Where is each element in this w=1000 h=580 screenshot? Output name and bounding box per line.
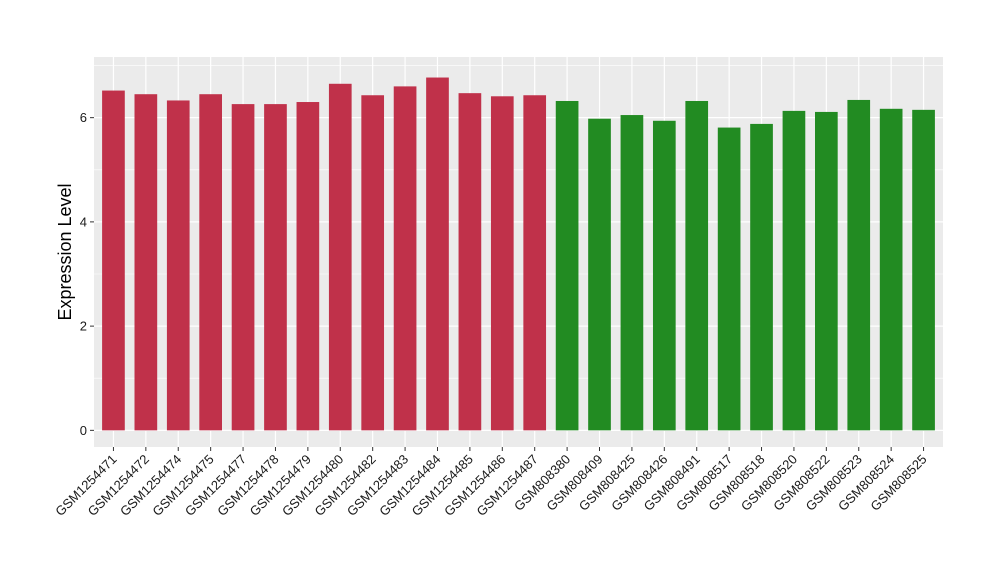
bar-GSM808518 <box>750 123 773 431</box>
bar-GSM808522 <box>815 111 838 431</box>
bar-GSM1254480 <box>328 83 352 431</box>
bar-GSM808425 <box>620 115 644 431</box>
y-axis-title: Expression Level <box>55 183 75 320</box>
bar-GSM1254485 <box>458 93 482 431</box>
y-tick-label: 0 <box>80 423 87 438</box>
bar-GSM1254484 <box>426 77 449 431</box>
bar-GSM808380 <box>555 100 579 431</box>
y-tick-label: 4 <box>80 214 87 229</box>
bar-GSM808517 <box>717 127 741 431</box>
bar-GSM808520 <box>782 110 806 431</box>
bar-GSM1254479 <box>296 102 320 431</box>
bar-GSM1254487 <box>523 95 547 431</box>
y-axis: 0 2 4 6 <box>80 110 94 438</box>
x-axis: GSM1254471GSM1254472GSM1254474GSM1254475… <box>52 447 930 519</box>
bar-GSM1254472 <box>134 94 158 431</box>
bar-GSM1254471 <box>102 90 125 431</box>
bar-GSM808523 <box>847 99 871 431</box>
bar-GSM1254483 <box>393 86 417 431</box>
bar-GSM1254477 <box>231 104 255 431</box>
y-tick-label: 6 <box>80 110 87 125</box>
bar-GSM1254474 <box>166 100 190 431</box>
bar-GSM1254486 <box>490 96 514 431</box>
bar-GSM808426 <box>652 120 676 431</box>
bar-GSM1254482 <box>361 95 385 431</box>
bar-GSM1254478 <box>264 104 287 431</box>
y-tick-label: 2 <box>80 319 87 334</box>
bars <box>102 77 935 431</box>
bar-GSM808524 <box>879 108 903 431</box>
bar-GSM808525 <box>912 109 935 431</box>
bar-GSM1254475 <box>199 94 222 431</box>
bar-GSM808409 <box>588 118 611 431</box>
bar-GSM808491 <box>685 100 709 431</box>
